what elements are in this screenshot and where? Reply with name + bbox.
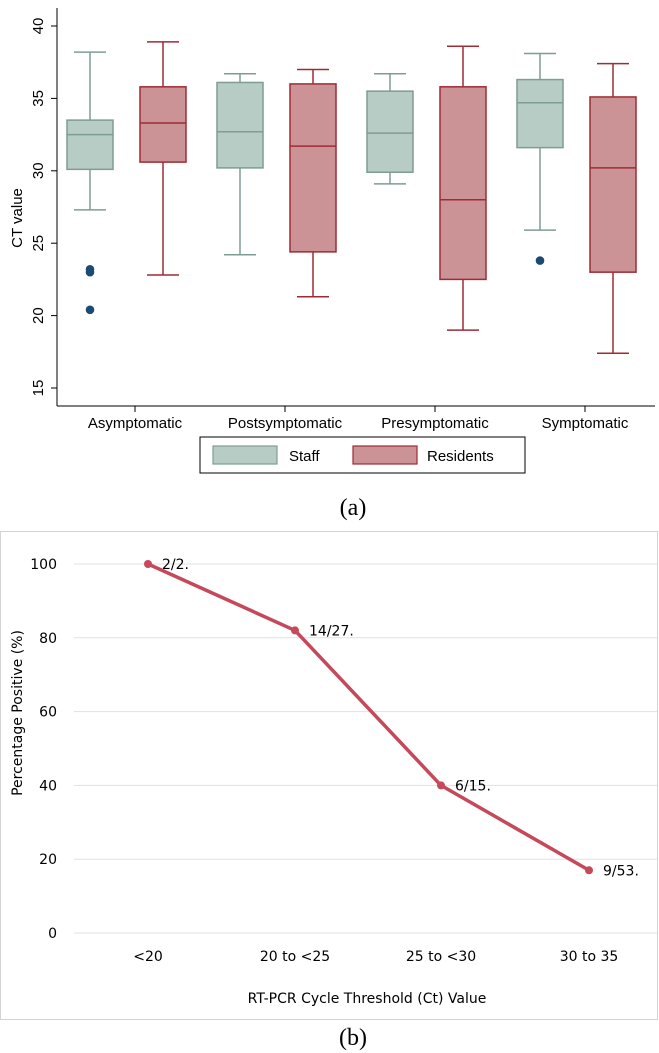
panel-b-y-axis-label: Percentage Positive (%) <box>10 630 26 796</box>
panel-a-y-tick-label: 15 <box>30 380 47 397</box>
panel-b-x-axis-ticks: <20 20 to <25 25 to <30 30 to 35 <box>133 949 618 965</box>
panel-a-box-staff-3 <box>516 52 564 265</box>
panel-a-outlier-point <box>85 267 95 277</box>
panel-b-y-tick-label: 0 <box>48 926 57 942</box>
panel-b-series: 2/2. 14/27. 6/15. 9/53. <box>144 557 639 879</box>
panel-b-x-tick-label: 25 to <30 <box>406 949 476 965</box>
panel-a-box-staff-2 <box>366 73 414 185</box>
panel-b-y-tick-label: 100 <box>30 557 57 573</box>
panel-a-legend-swatch-residents <box>352 445 418 465</box>
panel-b-line-chart: 0 20 40 60 80 100 <20 20 to <25 25 to <30 30 to … <box>0 531 658 1020</box>
panel-a-x-tick-label: Asymptomatic <box>88 415 183 432</box>
panel-a-box-plot: 15 20 25 30 35 40 CT value Asymptomatic Postsy… <box>9 8 655 474</box>
panel-b-x-axis-label: RT-PCR Cycle Threshold (Ct) Value <box>248 991 487 1007</box>
panel-b-x-tick-label: <20 <box>133 949 163 965</box>
panel-b-data-label: 2/2. <box>162 557 189 573</box>
panel-a-box-staff-1 <box>216 73 264 256</box>
panel-a-box-iqr <box>439 86 487 281</box>
panel-a-outlier-point <box>85 305 95 315</box>
panel-a-box-residents-0 <box>139 41 187 276</box>
panel-b-data-point <box>437 781 445 790</box>
panel-b-data-point <box>144 560 152 568</box>
panel-a-y-tick-label: 30 <box>30 162 47 179</box>
panel-b-data-label: 6/15. <box>455 778 491 794</box>
panel-a-y-axis-ticks: 15 20 25 30 35 40 <box>30 18 57 397</box>
panel-b-x-tick-label: 30 to 35 <box>560 949 619 965</box>
panel-a-y-tick-label: 25 <box>30 235 47 252</box>
panel-b-frame <box>0 531 658 1020</box>
panel-b-data-point <box>291 626 299 635</box>
panel-a-legend-label-staff: Staff <box>289 448 320 465</box>
panel-b-data-label: 9/53. <box>603 863 639 879</box>
panel-b-series-line <box>147 562 590 872</box>
panel-a-legend-swatch-staff <box>212 445 278 465</box>
panel-b-y-tick-label: 40 <box>39 778 57 794</box>
panel-a-box-residents-2 <box>439 45 487 331</box>
panel-a-legend-label-residents: Residents <box>427 448 494 465</box>
panel-b-y-tick-label: 80 <box>39 631 57 647</box>
panel-b-caption: (b) <box>339 1025 367 1051</box>
panel-a-x-axis-ticks: Asymptomatic Postsymptomatic Presymptomati… <box>88 406 629 432</box>
panel-a-y-tick-label: 40 <box>30 18 47 35</box>
panel-a-y-axis-label: CT value <box>9 188 26 248</box>
panel-a-box-iqr <box>289 83 337 253</box>
panel-a-box-residents-1 <box>289 68 337 298</box>
panel-a-x-tick-label: Presymptomatic <box>381 415 489 432</box>
panel-a-box-iqr <box>139 86 187 163</box>
panel-a-box-iqr <box>216 81 264 169</box>
panel-a-outlier-point <box>535 256 545 265</box>
panel-a-box-iqr <box>66 119 114 171</box>
panel-b-y-tick-label: 60 <box>39 705 57 721</box>
panel-a-boxes <box>66 41 637 354</box>
panel-a-y-tick-label: 35 <box>30 90 47 107</box>
panel-a-box-iqr <box>516 78 564 149</box>
panel-b-data-label: 14/27. <box>309 623 354 639</box>
panel-a-caption: (a) <box>340 495 367 521</box>
panel-b-y-tick-label: 20 <box>39 852 57 868</box>
panel-b-y-axis-ticks: 0 20 40 60 80 100 <box>30 557 57 942</box>
panel-a-x-tick-label: Symptomatic <box>542 415 629 432</box>
panel-b-gridlines <box>74 563 657 934</box>
panel-a-box-residents-3 <box>589 62 637 354</box>
panel-a-box-iqr <box>589 96 637 273</box>
panel-a-box-iqr <box>366 90 414 173</box>
panel-a-x-tick-label: Postsymptomatic <box>228 415 343 432</box>
panel-b-data-point <box>585 866 593 875</box>
panel-a-y-tick-label: 20 <box>30 307 47 324</box>
panel-a-legend: Staff Residents <box>199 436 526 474</box>
panel-b-x-tick-label: 20 to <25 <box>260 949 330 965</box>
panel-a-box-staff-0 <box>66 51 114 315</box>
